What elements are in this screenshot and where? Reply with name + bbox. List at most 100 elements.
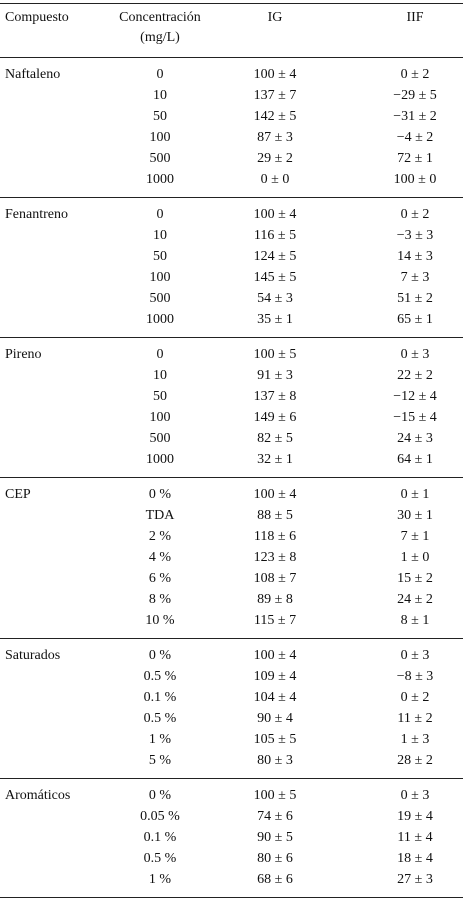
table-cell: 108 ± 7 <box>253 571 297 586</box>
table-cell: 100 ± 4 <box>253 207 297 222</box>
table-cell: 0 ± 2 <box>400 67 430 82</box>
table-cell: 109 ± 4 <box>253 669 297 684</box>
table-cell: 1000 <box>146 172 174 187</box>
header-cell: Compuesto <box>5 10 69 25</box>
compound-name: Saturados <box>5 648 61 663</box>
table-cell: 80 ± 3 <box>257 753 293 768</box>
table-cell: 0 % <box>148 487 172 502</box>
table-cell: 0 <box>156 67 164 82</box>
table-cell: 0 ± 2 <box>400 207 430 222</box>
table-cell: 0.1 % <box>143 690 177 705</box>
table-cell: 7 ± 1 <box>400 529 430 544</box>
table-cell: 124 ± 5 <box>253 249 297 264</box>
group-rule <box>0 638 463 639</box>
table-cell: 0.05 % <box>140 809 180 824</box>
table-cell: 1000 <box>146 312 174 327</box>
table-cell: 24 ± 3 <box>397 431 433 446</box>
table-cell: 8 ± 1 <box>400 613 430 628</box>
table-cell: 100 ± 5 <box>253 347 297 362</box>
table-cell: 500 <box>149 431 171 446</box>
table-cell: 105 ± 5 <box>253 732 297 747</box>
table-cell: −3 ± 3 <box>396 228 434 243</box>
table-cell: 2 % <box>148 529 172 544</box>
table-cell: 10 <box>153 368 167 383</box>
table-cell: 116 ± 5 <box>253 228 297 243</box>
table-cell: 500 <box>149 291 171 306</box>
table-cell: 0 ± 0 <box>260 172 290 187</box>
table-cell: 87 ± 3 <box>257 130 293 145</box>
table-cell: 1 % <box>148 872 172 887</box>
table-cell: 100 ± 4 <box>253 67 297 82</box>
header-cell: Concentración <box>119 10 201 25</box>
table-cell: 27 ± 3 <box>397 872 433 887</box>
table-cell: 0 % <box>148 788 172 803</box>
compound-name: Fenantreno <box>5 207 68 222</box>
table-cell: 14 ± 3 <box>397 249 433 264</box>
table-cell: 7 ± 3 <box>400 270 430 285</box>
table-cell: 0.5 % <box>143 711 177 726</box>
table-cell: −31 ± 2 <box>393 109 437 124</box>
table-cell: 100 <box>149 130 171 145</box>
table-cell: 100 ± 0 <box>393 172 437 187</box>
table-cell: 0.5 % <box>143 669 177 684</box>
table-cell: 10 <box>153 228 167 243</box>
table-cell: 1 ± 0 <box>400 550 430 565</box>
table-cell: −12 ± 4 <box>393 389 437 404</box>
group-rule <box>0 197 463 198</box>
table-cell: 74 ± 6 <box>257 809 293 824</box>
header-rule <box>0 57 463 58</box>
table-cell: 118 ± 6 <box>253 529 297 544</box>
table-cell: 142 ± 5 <box>253 109 297 124</box>
table-cell: 6 % <box>148 571 172 586</box>
table-cell: 0 <box>156 347 164 362</box>
table-cell: 30 ± 1 <box>397 508 433 523</box>
table-cell: 1 ± 3 <box>400 732 430 747</box>
table-cell: 18 ± 4 <box>397 851 433 866</box>
table-cell: 91 ± 3 <box>257 368 293 383</box>
table-cell: 54 ± 3 <box>257 291 293 306</box>
compound-name: CEP <box>5 487 31 502</box>
table-cell: 0 ± 3 <box>400 788 430 803</box>
table-cell: −4 ± 2 <box>396 130 434 145</box>
table-cell: 80 ± 6 <box>257 851 293 866</box>
table-cell: 90 ± 5 <box>257 830 293 845</box>
group-rule <box>0 477 463 478</box>
table-cell: 22 ± 2 <box>397 368 433 383</box>
table-cell: 5 % <box>148 753 172 768</box>
table-cell: 72 ± 1 <box>397 151 433 166</box>
table-cell: 8 % <box>148 592 172 607</box>
table-cell: 0 ± 3 <box>400 648 430 663</box>
table-cell: 100 ± 5 <box>253 788 297 803</box>
header-cell: IIF <box>406 10 424 25</box>
table-cell: 100 ± 4 <box>253 487 297 502</box>
table-cell: 100 ± 4 <box>253 648 297 663</box>
table-cell: 50 <box>153 249 167 264</box>
table-cell: 89 ± 8 <box>257 592 293 607</box>
table-cell: 1 % <box>148 732 172 747</box>
table-cell: 82 ± 5 <box>257 431 293 446</box>
table-cell: 104 ± 4 <box>253 690 297 705</box>
header-cell: IG <box>267 10 283 25</box>
group-rule <box>0 897 463 898</box>
table-cell: 115 ± 7 <box>253 613 297 628</box>
table-cell: 1000 <box>146 452 174 467</box>
table-cell: 15 ± 2 <box>397 571 433 586</box>
table-cell: 0 % <box>148 648 172 663</box>
table-cell: 35 ± 1 <box>257 312 293 327</box>
table-cell: 4 % <box>148 550 172 565</box>
group-rule <box>0 337 463 338</box>
table-cell: 29 ± 2 <box>257 151 293 166</box>
table-cell: 0 ± 3 <box>400 347 430 362</box>
table-cell: TDA <box>145 508 175 523</box>
table-cell: 10 <box>153 88 167 103</box>
table-cell: 11 ± 4 <box>397 830 433 845</box>
header-cell: (mg/L) <box>140 30 180 45</box>
table-cell: −29 ± 5 <box>393 88 437 103</box>
compound-name: Pireno <box>5 347 42 362</box>
table-cell: 50 <box>153 109 167 124</box>
table-cell: 90 ± 4 <box>257 711 293 726</box>
table-cell: 68 ± 6 <box>257 872 293 887</box>
table-cell: 123 ± 8 <box>253 550 297 565</box>
table-cell: 88 ± 5 <box>257 508 293 523</box>
